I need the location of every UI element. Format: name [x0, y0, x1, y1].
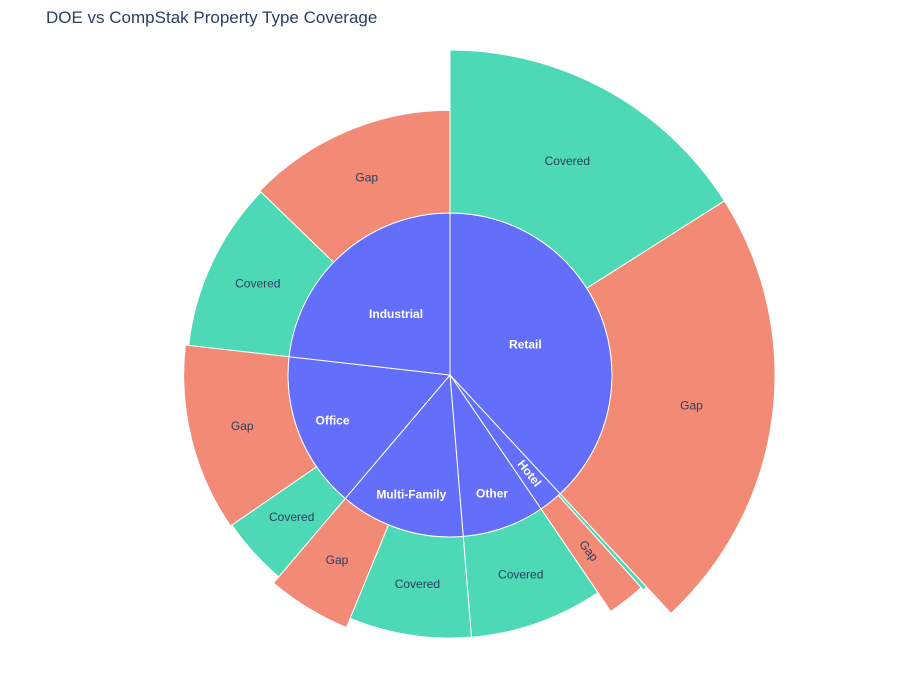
label-retail-covered: Covered	[545, 154, 590, 168]
label-retail: Retail	[509, 338, 542, 352]
label-multi-family-covered: Covered	[395, 577, 440, 591]
segment-retail-gap[interactable]	[559, 200, 776, 615]
label-office-covered: Covered	[269, 510, 314, 524]
segment-multi-family-gap[interactable]	[272, 497, 390, 629]
label-other-covered: Covered	[498, 568, 543, 582]
label-industrial-gap: Gap	[355, 171, 378, 185]
label-office: Office	[316, 414, 350, 428]
segment-industrial-gap[interactable]	[259, 109, 451, 264]
label-multi-family: Multi-Family	[376, 487, 446, 501]
label-industrial-covered: Covered	[235, 276, 280, 290]
label-office-gap: Gap	[231, 419, 254, 433]
label-retail-gap: Gap	[680, 398, 703, 412]
label-industrial: Industrial	[369, 307, 423, 321]
chart-title: DOE vs CompStak Property Type Coverage	[46, 8, 378, 27]
segment-retail-covered[interactable]	[449, 49, 726, 289]
label-other: Other	[476, 486, 508, 500]
segment-office-gap[interactable]	[183, 344, 318, 527]
label-multi-family-gap: Gap	[326, 553, 349, 567]
